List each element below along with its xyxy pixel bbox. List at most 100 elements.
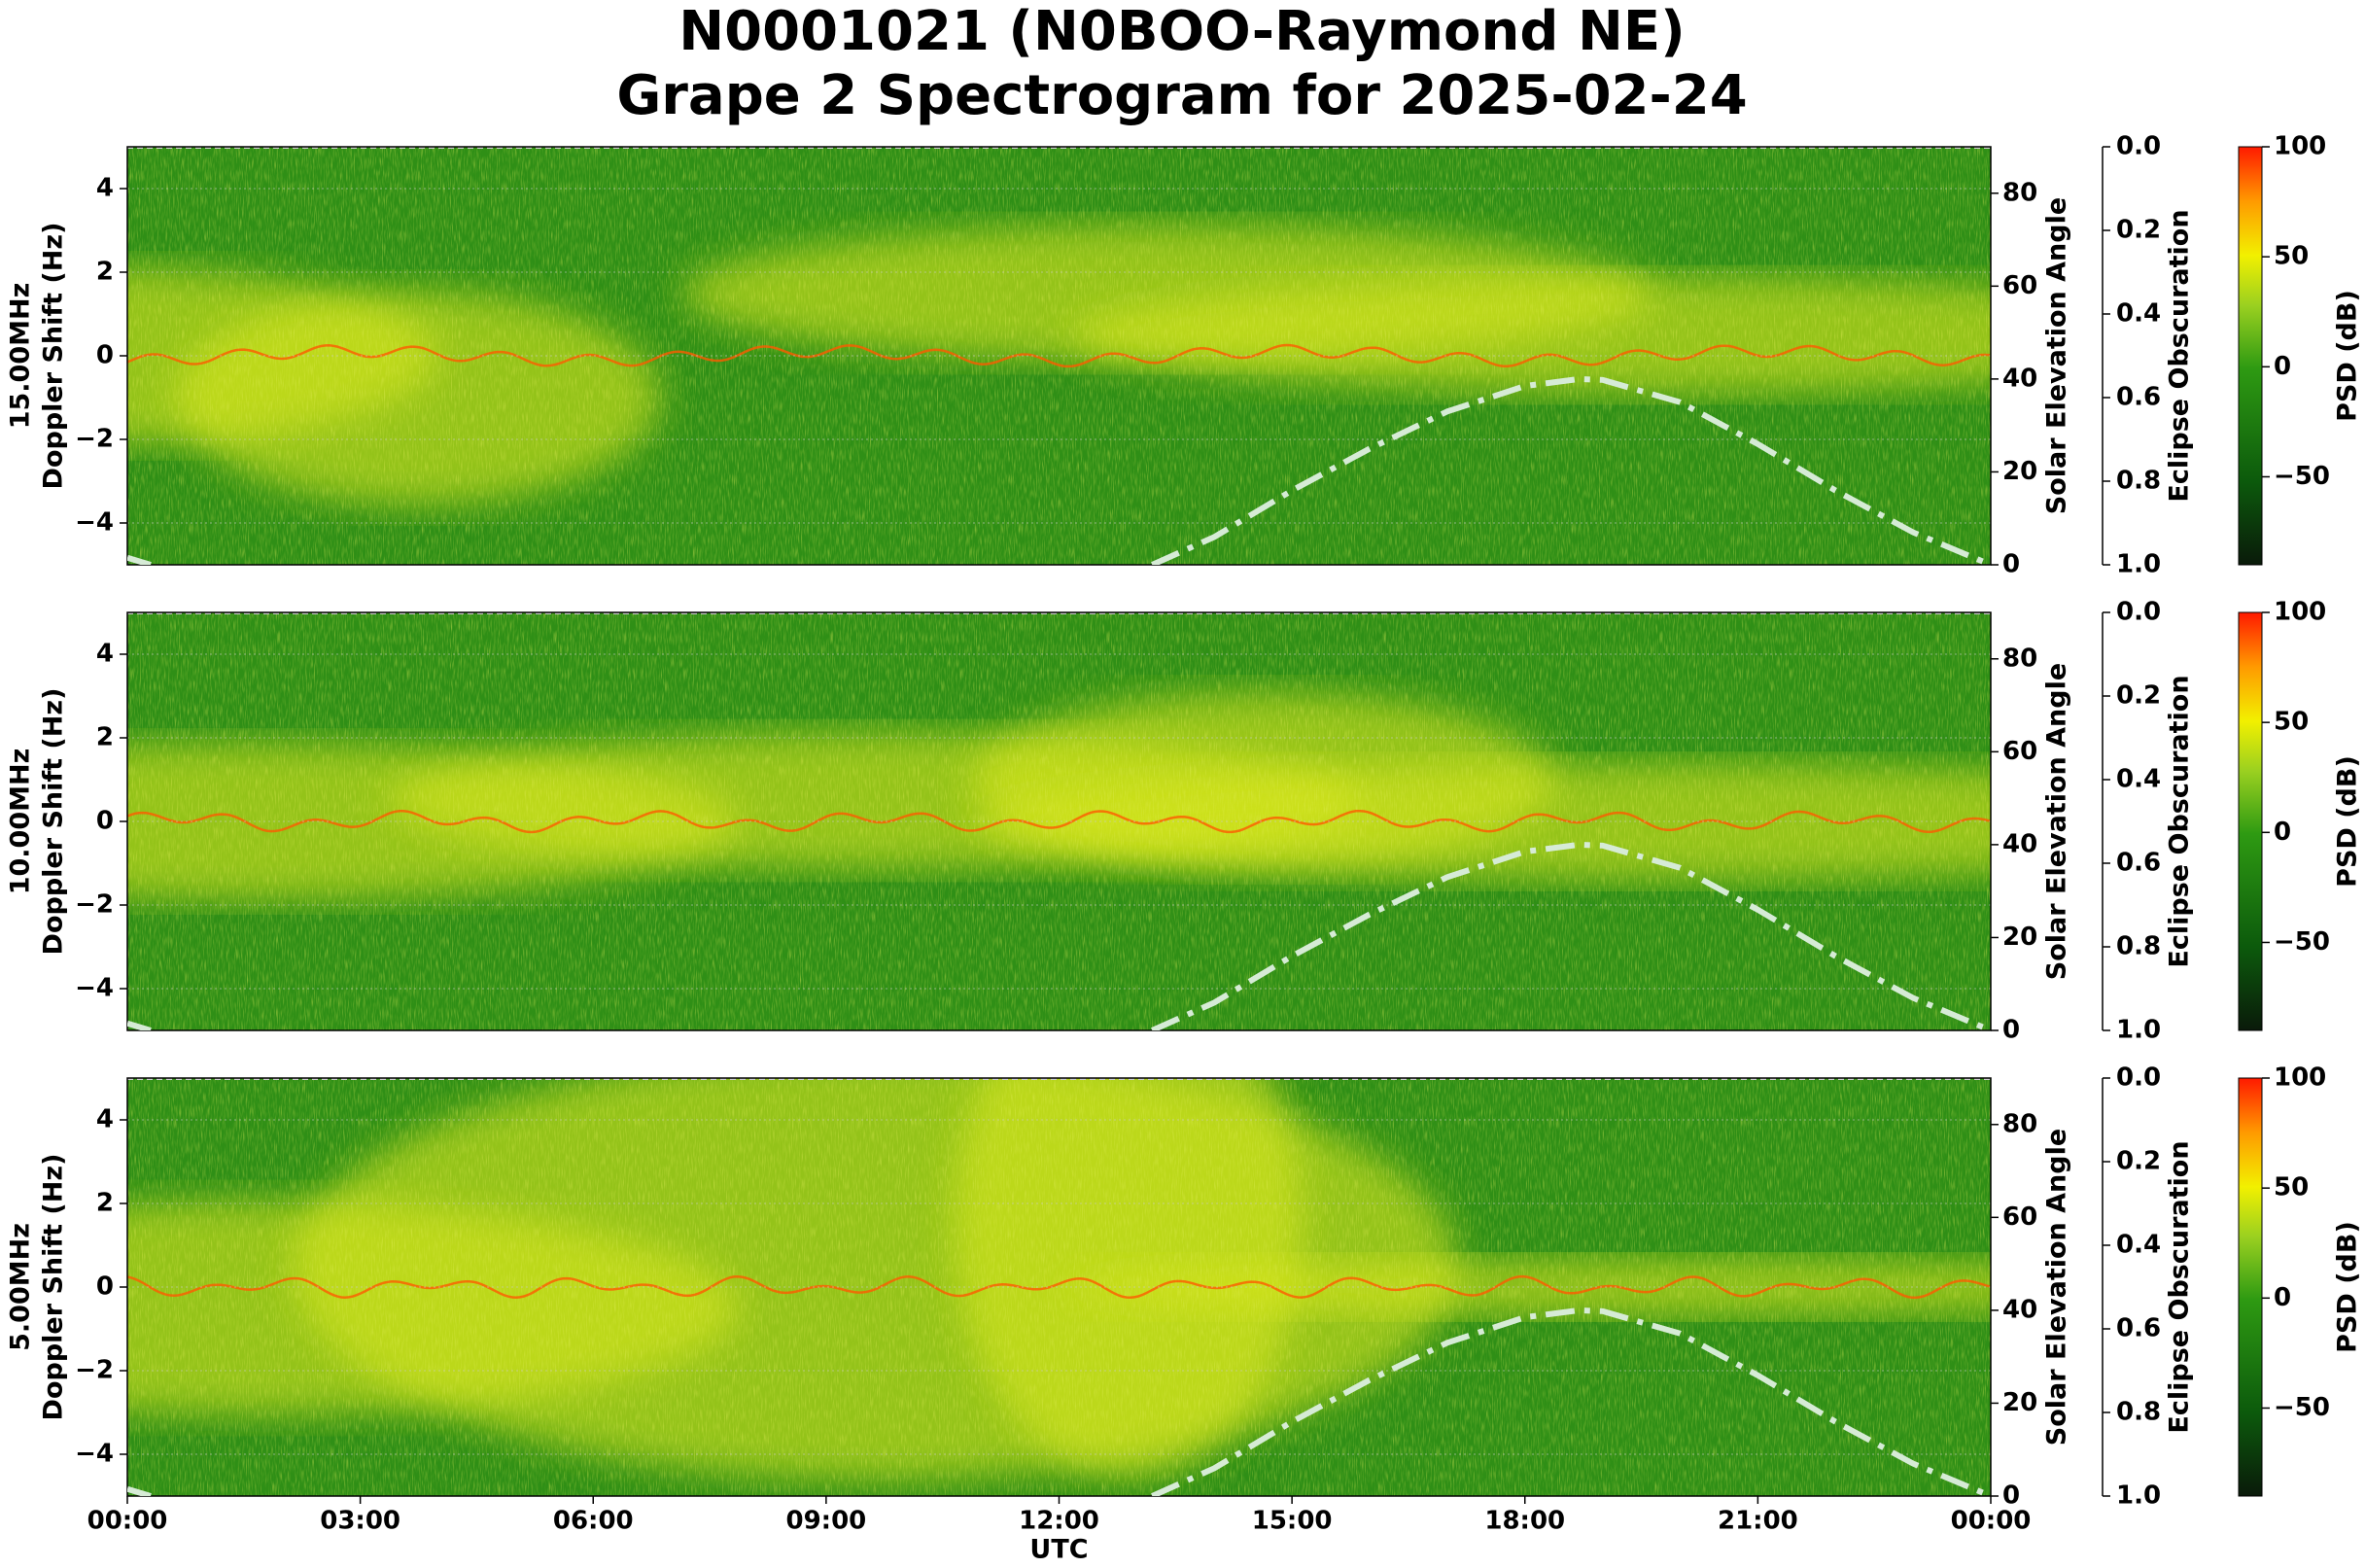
y-tick-label: −4 bbox=[75, 974, 114, 1003]
frequency-label: 10.00MHz bbox=[6, 749, 36, 895]
colorbar-tick-label: 100 bbox=[2274, 1063, 2326, 1093]
spectrogram-trace bbox=[127, 809, 1991, 834]
y-tick-label: −2 bbox=[75, 1356, 114, 1385]
solar-elevation-line bbox=[1151, 841, 1991, 1030]
y3-tick-label: 0.8 bbox=[2116, 1398, 2161, 1427]
spectrogram-trace bbox=[127, 343, 1991, 368]
colorbar-tick-label: −50 bbox=[2274, 462, 2330, 491]
y3-axis-label: Eclipse Obscuration bbox=[2165, 675, 2195, 967]
y3-tick-label: 0.4 bbox=[2116, 299, 2161, 329]
x-tick-label: 00:00 bbox=[1951, 1507, 2032, 1536]
y-tick-label: −2 bbox=[75, 425, 114, 454]
solar-elevation-line bbox=[1151, 375, 1991, 565]
frequency-label: 5.00MHz bbox=[6, 1223, 36, 1351]
y2-tick-label: 40 bbox=[2002, 1295, 2037, 1324]
colorbar-tick-label: −50 bbox=[2274, 927, 2330, 957]
x-tick-label: 18:00 bbox=[1484, 1507, 1565, 1536]
colorbar-label: PSD (dB) bbox=[2333, 290, 2363, 422]
colorbar-tick-label: −50 bbox=[2274, 1393, 2330, 1422]
y2-tick-label: 80 bbox=[2002, 178, 2037, 207]
x-tick-label: 12:00 bbox=[1019, 1507, 1099, 1536]
frequency-label: 15.00MHz bbox=[6, 283, 36, 430]
y3-tick-label: 0.6 bbox=[2116, 1314, 2161, 1343]
y-axis-label: Doppler Shift (Hz) bbox=[39, 223, 69, 490]
y3-tick-label: 0.2 bbox=[2116, 681, 2161, 711]
y2-tick-label: 20 bbox=[2002, 457, 2037, 486]
y2-tick-label: 20 bbox=[2002, 1388, 2037, 1417]
plot-frame bbox=[126, 146, 1992, 566]
spectrogram-image bbox=[127, 1078, 1991, 1496]
y3-tick-label: 0.8 bbox=[2116, 467, 2161, 496]
colorbar-tick-label: 0 bbox=[2274, 818, 2291, 847]
y2-tick-label: 20 bbox=[2002, 923, 2037, 952]
y2-tick-label: 60 bbox=[2002, 271, 2037, 300]
y2-tick-label: 80 bbox=[2002, 644, 2037, 673]
x-tick-label: 00:00 bbox=[87, 1507, 168, 1536]
y3-tick-label: 0.0 bbox=[2116, 598, 2161, 627]
y2-tick-label: 60 bbox=[2002, 1202, 2037, 1232]
y2-axis-label: Solar Elevation Angle bbox=[2042, 663, 2072, 980]
colorbar-label: PSD (dB) bbox=[2333, 1221, 2363, 1353]
x-tick-label: 03:00 bbox=[320, 1507, 400, 1536]
solar-elevation-line bbox=[127, 554, 152, 565]
colorbar-tick-label: 50 bbox=[2274, 708, 2309, 737]
y2-tick-label: 0 bbox=[2002, 1016, 2020, 1045]
y3-tick-label: 0.6 bbox=[2116, 383, 2161, 412]
y3-tick-label: 0.6 bbox=[2116, 849, 2161, 878]
colorbar bbox=[2238, 1077, 2263, 1497]
colorbar-tick-label: 100 bbox=[2274, 132, 2326, 161]
y-tick-label: −4 bbox=[75, 1440, 114, 1469]
y3-tick-label: 1.0 bbox=[2116, 550, 2161, 579]
y-tick-label: 2 bbox=[96, 723, 114, 752]
y3-tick-label: 0.0 bbox=[2116, 1063, 2161, 1093]
chart-title: N0001021 (N0BOO-Raymond NE) bbox=[678, 0, 1685, 63]
spectrogram-noise bbox=[127, 1078, 1991, 1496]
x-tick-label: 06:00 bbox=[553, 1507, 634, 1536]
spectrogram-image bbox=[127, 612, 1991, 1030]
y2-tick-label: 0 bbox=[2002, 1481, 2020, 1511]
y-tick-label: 0 bbox=[96, 1272, 114, 1302]
solar-elevation-line bbox=[1151, 1307, 1991, 1496]
chart-subtitle: Grape 2 Spectrogram for 2025-02-24 bbox=[616, 64, 1747, 127]
y2-tick-label: 0 bbox=[2002, 550, 2020, 579]
y2-axis-label: Solar Elevation Angle bbox=[2042, 1129, 2072, 1446]
x-tick-label: 09:00 bbox=[785, 1507, 866, 1536]
x-axis-label: UTC bbox=[1029, 1535, 1088, 1565]
y3-tick-label: 0.4 bbox=[2116, 1231, 2161, 1260]
y3-tick-label: 1.0 bbox=[2116, 1016, 2161, 1045]
y-axis-label: Doppler Shift (Hz) bbox=[39, 688, 69, 956]
y3-axis-label: Eclipse Obscuration bbox=[2165, 1140, 2195, 1433]
y-tick-label: 0 bbox=[96, 807, 114, 836]
y3-tick-label: 0.0 bbox=[2116, 132, 2161, 161]
colorbar bbox=[2238, 146, 2263, 566]
colorbar bbox=[2238, 611, 2263, 1031]
y-tick-label: 4 bbox=[96, 1105, 114, 1134]
y-tick-label: 4 bbox=[96, 640, 114, 669]
y3-tick-label: 1.0 bbox=[2116, 1481, 2161, 1511]
y2-tick-label: 40 bbox=[2002, 829, 2037, 858]
y-tick-label: 0 bbox=[96, 341, 114, 370]
spectrogram-trace bbox=[127, 1274, 1991, 1300]
colorbar-label: PSD (dB) bbox=[2333, 755, 2363, 888]
y2-tick-label: 60 bbox=[2002, 737, 2037, 766]
spectrogram-noise bbox=[127, 612, 1991, 1030]
plot-frame bbox=[126, 611, 1992, 1031]
colorbar-tick-label: 50 bbox=[2274, 242, 2309, 271]
y2-axis-label: Solar Elevation Angle bbox=[2042, 197, 2072, 514]
y3-tick-label: 0.4 bbox=[2116, 765, 2161, 794]
y3-tick-label: 0.2 bbox=[2116, 1147, 2161, 1176]
y-tick-label: −2 bbox=[75, 890, 114, 920]
y-axis-label: Doppler Shift (Hz) bbox=[39, 1154, 69, 1421]
colorbar-tick-label: 100 bbox=[2274, 598, 2326, 627]
spectrogram-noise bbox=[127, 147, 1991, 565]
colorbar-tick-label: 50 bbox=[2274, 1173, 2309, 1202]
colorbar-tick-label: 0 bbox=[2274, 1283, 2291, 1312]
y3-tick-label: 0.8 bbox=[2116, 932, 2161, 961]
x-tick-label: 15:00 bbox=[1252, 1507, 1333, 1536]
y-tick-label: 4 bbox=[96, 174, 114, 203]
x-tick-label: 21:00 bbox=[1718, 1507, 1798, 1536]
y-tick-label: −4 bbox=[75, 508, 114, 538]
y3-tick-label: 0.2 bbox=[2116, 216, 2161, 245]
y-tick-label: 2 bbox=[96, 258, 114, 287]
